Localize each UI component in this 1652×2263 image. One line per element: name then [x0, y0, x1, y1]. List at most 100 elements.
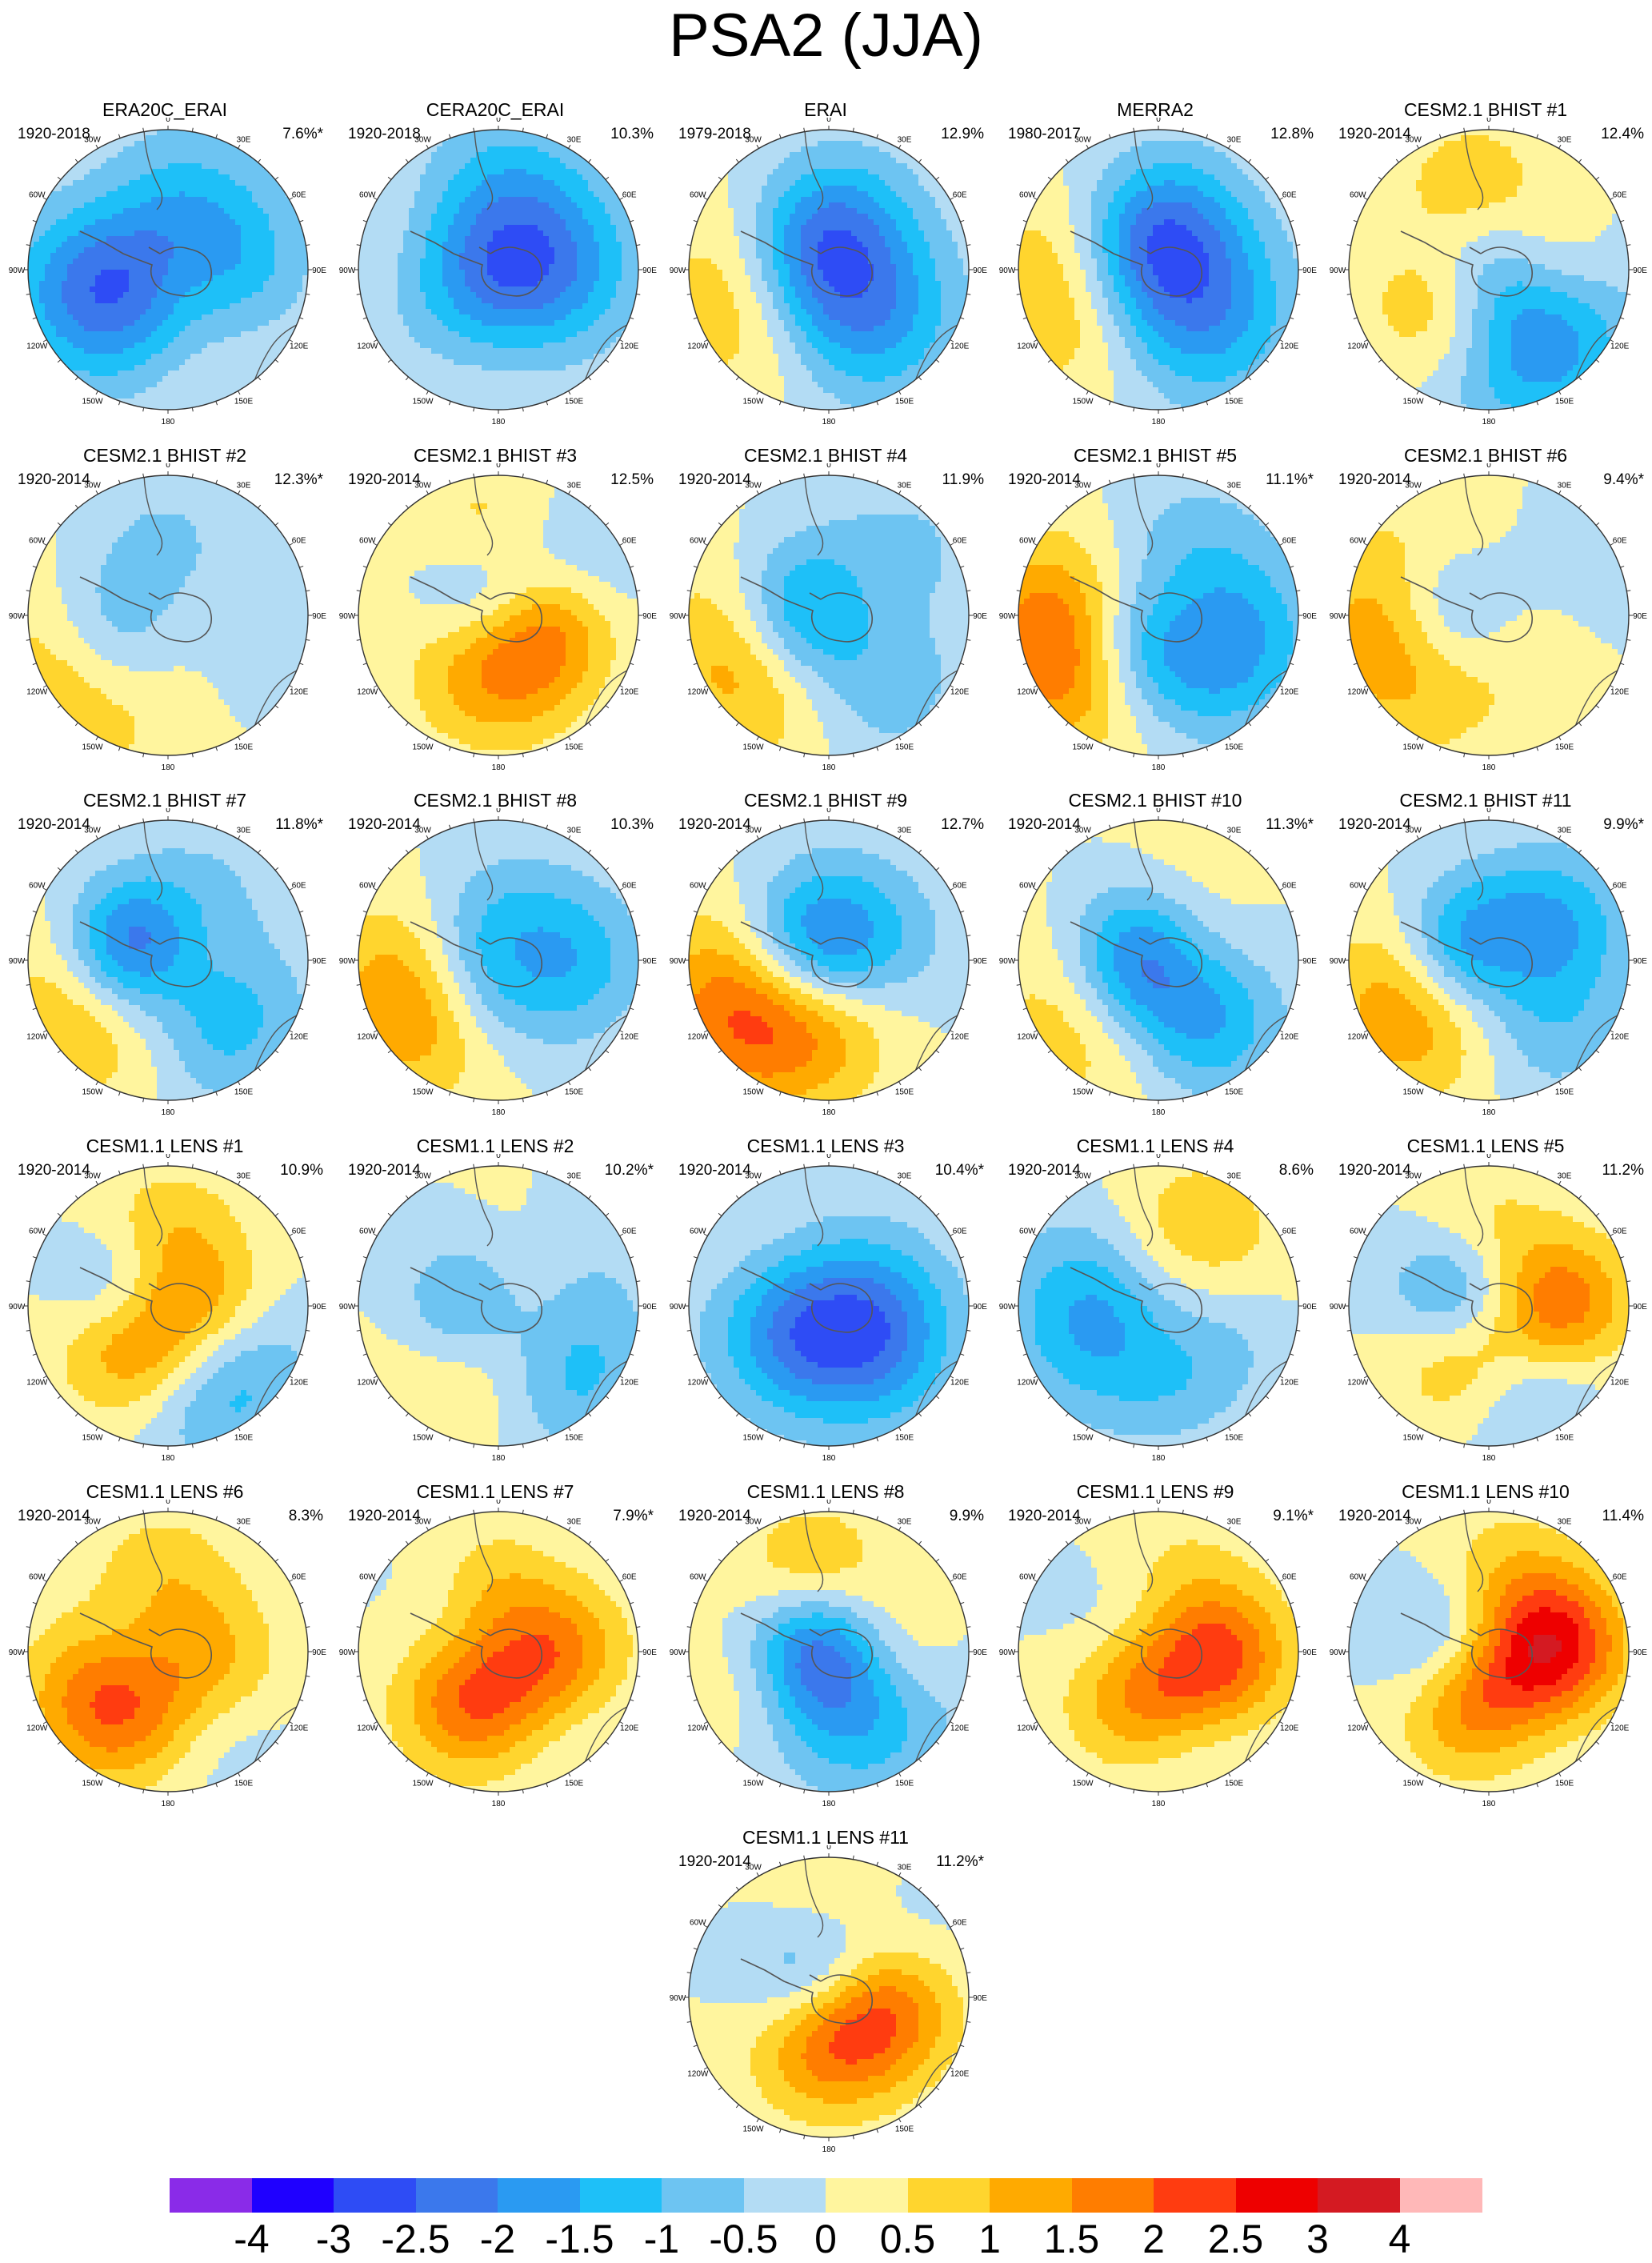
colorbar-tick-label: -0.5 [704, 2215, 784, 2263]
anomaly-field [28, 1166, 309, 1447]
longitude-label: 90E [973, 1648, 987, 1657]
longitude-label: 90E [642, 1303, 657, 1312]
longitude-label: 150E [234, 1434, 254, 1443]
longitude-label: 180 [1482, 1800, 1496, 1808]
longitude-label: 30W [84, 826, 101, 835]
anomaly-field [1018, 820, 1299, 1101]
longitude-label: 90W [9, 612, 26, 621]
longitude-label: 30E [567, 826, 582, 835]
longitude-label: 30E [898, 826, 912, 835]
longitude-label: 30E [567, 135, 582, 144]
longitude-label: 60E [292, 1228, 306, 1236]
longitude-label: 0 [166, 1500, 170, 1506]
longitude-label: 90W [339, 1648, 356, 1657]
longitude-label: 30E [898, 1863, 912, 1872]
longitude-label: 120E [620, 342, 639, 351]
longitude-label: 30E [898, 135, 912, 144]
anomaly-field [689, 130, 970, 411]
longitude-label: 90E [1633, 1648, 1647, 1657]
longitude-label: 60W [359, 191, 376, 200]
longitude-label: 60E [622, 1573, 637, 1582]
longitude-label: 150E [895, 2125, 914, 2134]
longitude-label: 90W [339, 612, 356, 621]
longitude-label: 60W [1019, 1228, 1036, 1236]
longitude-label: 30W [1074, 135, 1091, 144]
longitude-label: 120W [1017, 1724, 1038, 1733]
longitude-label: 120E [950, 1724, 970, 1733]
longitude-label: 0 [826, 118, 831, 124]
longitude-label: 90W [9, 957, 26, 966]
longitude-label: 90W [670, 1303, 686, 1312]
longitude-label: 120W [687, 688, 709, 697]
longitude-label: 60W [1350, 191, 1366, 200]
longitude-label: 60W [1350, 537, 1366, 546]
longitude-label: 90E [973, 1303, 987, 1312]
colorbar-swatch [908, 2178, 990, 2213]
longitude-label: 120E [1280, 342, 1299, 351]
longitude-label: 180 [1482, 1108, 1496, 1117]
longitude-label: 60W [690, 1919, 706, 1928]
longitude-label: 180 [822, 1454, 836, 1463]
longitude-label: 150E [1225, 1434, 1244, 1443]
anomaly-field [358, 475, 639, 756]
anomaly-field [358, 820, 639, 1101]
longitude-label: 0 [1156, 463, 1161, 470]
longitude-label: 90E [1633, 957, 1647, 966]
longitude-label: 30E [1558, 481, 1572, 490]
longitude-label: 60W [29, 1228, 46, 1236]
anomaly-field [358, 130, 639, 411]
colorbar-tick-label: 2.5 [1196, 2215, 1276, 2263]
longitude-label: 180 [162, 1108, 175, 1117]
longitude-label: 60E [1282, 191, 1297, 200]
longitude-label: 90E [1633, 266, 1647, 275]
longitude-label: 0 [166, 118, 170, 124]
longitude-label: 150W [742, 743, 764, 752]
longitude-label: 150W [742, 2125, 764, 2134]
longitude-label: 60W [359, 537, 376, 546]
longitude-label: 180 [1152, 418, 1166, 427]
anomaly-field [1349, 1166, 1630, 1447]
longitude-label: 150E [1555, 1434, 1574, 1443]
anomaly-field [689, 475, 970, 756]
longitude-label: 120E [290, 688, 309, 697]
longitude-label: 150W [412, 1434, 434, 1443]
longitude-label: 30E [1227, 135, 1242, 144]
longitude-label: 90W [670, 266, 686, 275]
anomaly-field [689, 1857, 970, 2138]
longitude-label: 90W [339, 1303, 356, 1312]
longitude-label: 180 [1152, 1800, 1166, 1808]
longitude-label: 60E [622, 882, 637, 891]
longitude-label: 150E [1555, 398, 1574, 407]
longitude-label: 120W [357, 342, 378, 351]
longitude-label: 120E [1610, 1379, 1630, 1388]
longitude-label: 120W [1347, 1724, 1369, 1733]
longitude-label: 30E [898, 1172, 912, 1180]
longitude-label: 120W [1017, 342, 1038, 351]
anomaly-field [1349, 475, 1630, 756]
colorbar-swatch [170, 2178, 252, 2213]
longitude-label: 0 [496, 808, 501, 815]
colorbar-swatch [1318, 2178, 1400, 2213]
longitude-label: 30W [1074, 481, 1091, 490]
longitude-label: 120W [1347, 688, 1369, 697]
anomaly-field [1349, 820, 1630, 1101]
longitude-label: 30W [1405, 1172, 1422, 1180]
longitude-label: 30E [1558, 1172, 1572, 1180]
longitude-label: 60E [1282, 1573, 1297, 1582]
longitude-label: 60W [29, 882, 46, 891]
longitude-label: 120E [950, 342, 970, 351]
